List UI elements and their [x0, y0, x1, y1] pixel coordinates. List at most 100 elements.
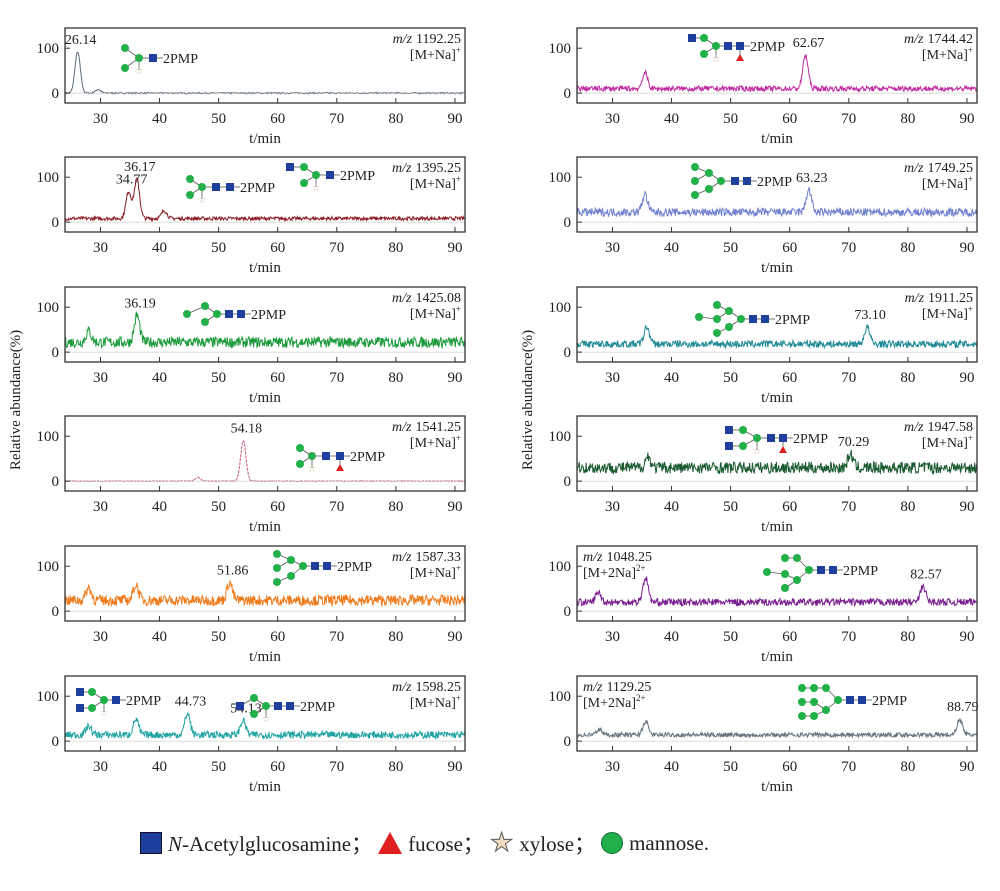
x-tick-label: 30	[605, 240, 620, 256]
mannose-icon	[88, 688, 96, 696]
ion-charge: +	[456, 433, 461, 443]
mz-value: 1749.25	[928, 161, 974, 176]
glycan-label: 2PMP	[126, 694, 161, 709]
x-tick-label: 90	[447, 629, 462, 645]
mannose-icon	[250, 694, 258, 702]
x-tick-label: 70	[329, 370, 344, 386]
x-tick-label: 60	[782, 759, 797, 775]
x-tick-label: 80	[388, 370, 403, 386]
mannose-icon	[739, 426, 747, 434]
series-trace	[576, 54, 978, 94]
ion-form: [M+Na]	[410, 696, 456, 711]
mz-prefix: m/z	[904, 32, 924, 47]
mz-label: m/z 1911.25	[905, 291, 973, 306]
mannose-icon	[705, 185, 713, 193]
legend-xylose: xylose；	[519, 832, 596, 856]
mannose-icon	[296, 444, 304, 452]
mannose-icon	[300, 179, 308, 187]
ion-label: [M+Na]+	[922, 174, 973, 192]
glycan-label: 2PMP	[163, 52, 198, 67]
series-trace	[576, 576, 978, 608]
mannose-icon	[287, 572, 295, 580]
xylose-icon: ☆	[312, 183, 321, 194]
mz-label: m/z 1587.33	[392, 550, 461, 565]
mannose-icon	[691, 163, 699, 171]
peak-label: 73.10	[854, 308, 886, 323]
x-axis-label: t/min	[249, 390, 281, 406]
glcnac-icon	[725, 426, 733, 434]
red-triangle-icon	[378, 832, 403, 854]
series-trace	[576, 324, 978, 350]
xylose-icon: ☆	[753, 446, 762, 457]
peak-label: 63.23	[796, 171, 828, 186]
peak-label: 36.17	[124, 160, 156, 175]
glcnac-icon	[76, 688, 84, 696]
ion-charge: +	[968, 174, 973, 184]
x-tick-label: 40	[152, 629, 167, 645]
mannose-icon	[798, 698, 806, 706]
y-tick-label: 100	[37, 689, 60, 705]
mannose-icon	[717, 177, 725, 185]
x-tick-label: 80	[900, 240, 915, 256]
plot-frame	[64, 415, 466, 492]
mz-prefix: m/z	[583, 680, 603, 695]
x-axis-label: t/min	[761, 519, 793, 535]
y-axis-label-right: Relative abundance(%)	[520, 330, 536, 470]
star-icon: ★	[489, 828, 514, 857]
peak-label: 26.14	[65, 33, 97, 48]
x-tick-label: 40	[664, 111, 679, 127]
ion-charge: +	[968, 433, 973, 443]
x-tick-label: 70	[329, 759, 344, 775]
ion-form: [M+Na]	[922, 436, 968, 451]
chromatogram-panel: 30 40 50 60 70 80 90 0 100 t/min m/z 1395.25[M+Na]+…	[37, 156, 466, 276]
x-tick-label: 90	[447, 370, 462, 386]
ion-label: [M+Na]+	[410, 174, 461, 192]
mz-value: 1598.25	[416, 680, 462, 695]
ion-label: [M+Na]+	[922, 304, 973, 322]
series-trace	[576, 717, 978, 739]
chromatogram-panel: 30 40 50 60 70 80 90 0 100 t/min m/z 1598.25[M+Na]+…	[37, 675, 466, 795]
y-tick-label: 0	[52, 215, 60, 231]
x-tick-label: 70	[329, 240, 344, 256]
x-tick-label: 80	[388, 759, 403, 775]
mz-value: 1395.25	[416, 161, 462, 176]
mz-label: m/z 1395.25	[392, 161, 461, 176]
series-trace	[64, 51, 466, 95]
glycan-label: 2PMP	[340, 169, 375, 184]
mannose-icon	[725, 307, 733, 315]
glycan-label: 2PMP	[350, 450, 385, 465]
x-tick-label: 40	[664, 240, 679, 256]
x-tick-label: 90	[959, 370, 974, 386]
y-tick-label: 0	[52, 604, 60, 620]
ion-form: [M+2Na]	[583, 696, 636, 711]
y-tick-label: 100	[549, 689, 572, 705]
mannose-icon	[135, 54, 143, 62]
x-tick-label: 60	[270, 759, 285, 775]
mannose-icon	[308, 452, 316, 460]
glcnac-icon	[225, 310, 233, 318]
peak-label: 70.29	[838, 435, 870, 450]
glcnac-icon	[858, 696, 866, 704]
y-tick-label: 100	[549, 41, 572, 57]
mz-label: m/z 1749.25	[904, 161, 973, 176]
glcnac-icon	[761, 315, 769, 323]
ion-charge: +	[456, 693, 461, 703]
x-tick-label: 90	[447, 240, 462, 256]
mannose-icon	[705, 169, 713, 177]
chromatogram-panel: 30 40 50 60 70 80 90 0 100 t/min m/z 1048.25[M+2Na]…	[549, 545, 978, 665]
x-tick-label: 60	[270, 111, 285, 127]
glycan-label: 2PMP	[793, 432, 828, 447]
x-tick-label: 90	[447, 499, 462, 515]
mz-prefix: m/z	[904, 161, 924, 176]
glycan-structure: ☆ 2PMP	[236, 694, 335, 725]
y-tick-label: 0	[564, 215, 572, 231]
ion-label: [M+Na]+	[922, 45, 973, 63]
chromatogram-panel: 30 40 50 60 70 80 90 0 100 t/min m/z 1192.25[M+Na]+…	[37, 27, 466, 147]
legend-glcnac-label: -Acetylglucosamine；	[182, 832, 373, 856]
mz-value: 1744.42	[928, 32, 974, 47]
mannose-icon	[763, 568, 771, 576]
x-tick-label: 50	[723, 111, 738, 127]
fucose-icon	[736, 54, 744, 61]
mz-label: m/z 1598.25	[392, 680, 461, 695]
